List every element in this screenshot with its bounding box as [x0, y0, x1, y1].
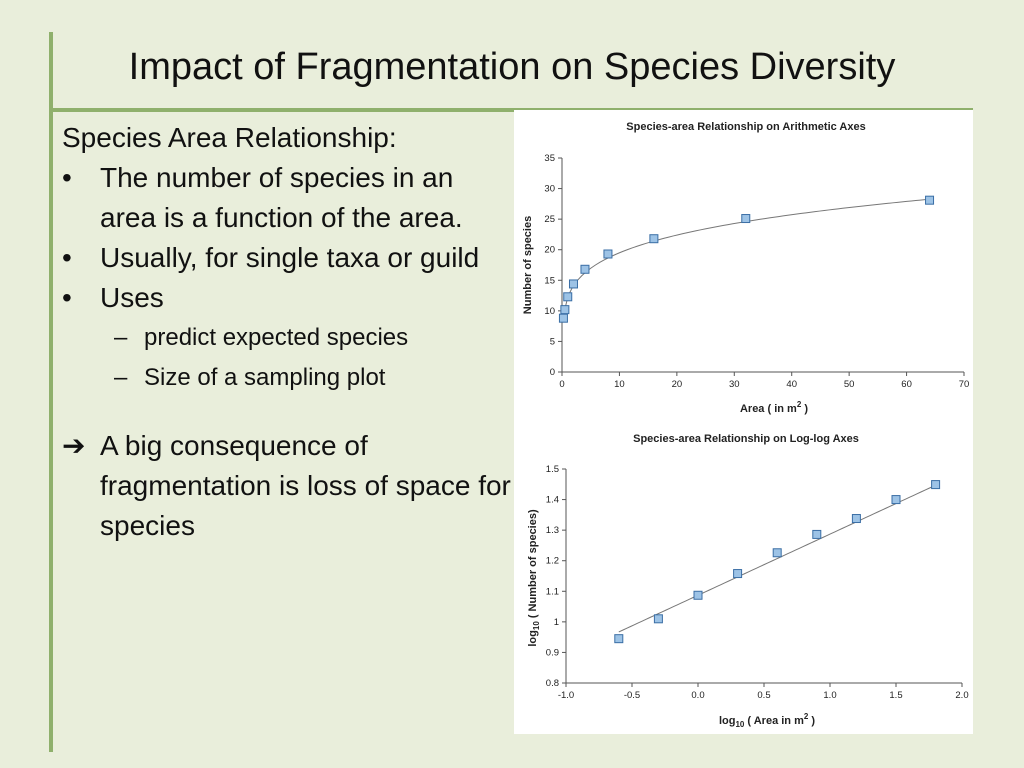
section-heading: Species Area Relationship:	[62, 122, 397, 153]
y-tick-label: 35	[544, 153, 555, 164]
chart-ticks: 0 10 20 30 40 50 60 70 0 5 10 15 20 25 30 35	[544, 153, 969, 390]
y-tick-label: 25	[544, 214, 555, 225]
x-tick-label: 50	[844, 379, 855, 390]
chart-panel: Species-area Relationship on Arithmetic …	[514, 110, 973, 734]
arrow-icon: ➔	[62, 430, 86, 461]
data-point	[603, 249, 613, 259]
x-tick-label: 20	[672, 379, 683, 390]
x-tick-label: 2.0	[955, 690, 968, 701]
x-tick-label: 10	[614, 379, 625, 390]
conclusion: ➔ A big consequence of fragmentation is …	[62, 426, 512, 546]
x-tick-label: 1.0	[823, 690, 836, 701]
data-point	[733, 569, 743, 579]
data-point	[649, 234, 659, 244]
y-axis-label: log10 ( Number of species)	[527, 509, 541, 647]
y-tick-label: 20	[544, 245, 555, 256]
x-tick-label: 0.0	[691, 690, 704, 701]
chart-title: Species-area Relationship on Arithmetic …	[626, 121, 865, 133]
y-tick-label: 1.5	[546, 464, 559, 475]
data-point	[772, 548, 782, 558]
data-point	[891, 495, 901, 505]
y-tick-label: 1.3	[546, 525, 559, 536]
data-point	[580, 264, 590, 274]
y-tick-label: 15	[544, 275, 555, 286]
x-tick-label: 30	[729, 379, 740, 390]
dash-marker: –	[114, 364, 128, 391]
body-text: Species Area Relationship: • The number …	[62, 118, 512, 546]
chart-axes	[565, 469, 962, 684]
sub-bullet-item: – Size of a sampling plot	[62, 358, 512, 398]
accent-vertical-bar	[49, 32, 53, 752]
x-axis-label: Area ( in m2 )	[740, 400, 808, 415]
chart-arithmetic: Species-area Relationship on Arithmetic …	[522, 121, 969, 415]
x-tick-label: 60	[901, 379, 912, 390]
y-tick-label: 1.1	[546, 586, 559, 597]
chart-loglog: Species-area Relationship on Log-log Axe…	[527, 433, 969, 729]
charts-svg: Species-area Relationship on Arithmetic …	[522, 121, 969, 729]
bullet-item: • Uses	[62, 278, 512, 318]
slide-title: Impact of Fragmentation on Species Diver…	[128, 46, 896, 88]
y-tick-label: 5	[550, 336, 555, 347]
y-tick-label: 1.4	[546, 495, 559, 506]
data-point	[614, 634, 624, 644]
y-tick-label: 30	[544, 184, 555, 195]
chart-axes	[561, 158, 964, 373]
data-point	[568, 279, 578, 289]
data-point	[741, 214, 751, 224]
fit-line	[618, 485, 934, 633]
y-tick-label: 1	[554, 617, 559, 628]
bullet-item: • Usually, for single taxa or guild	[62, 238, 512, 278]
bullet-marker: •	[62, 242, 72, 273]
chart-title: Species-area Relationship on Log-log Axe…	[633, 433, 859, 445]
data-point	[851, 514, 861, 524]
x-axis-label: log10 ( Area in m2 )	[719, 712, 815, 729]
x-tick-label: 40	[786, 379, 797, 390]
data-point	[925, 195, 935, 205]
data-point	[558, 313, 568, 323]
x-tick-label: -0.5	[624, 690, 640, 701]
x-tick-label: 1.5	[889, 690, 902, 701]
dash-marker: –	[114, 324, 128, 351]
y-tick-label: 10	[544, 306, 555, 317]
sub-bullet-text: predict expected species	[144, 324, 409, 351]
data-point	[560, 305, 570, 315]
x-tick-label: -1.0	[558, 690, 574, 701]
data-point	[563, 292, 573, 302]
data-point	[693, 590, 703, 600]
x-tick-label: 0	[559, 379, 564, 390]
y-axis-label: Number of species	[522, 216, 534, 314]
bullet-text: Usually, for single taxa or guild	[100, 242, 480, 273]
data-points	[558, 195, 935, 323]
sub-bullet-text: Size of a sampling plot	[144, 364, 386, 391]
data-point	[653, 614, 663, 624]
accent-horizontal-bar	[53, 108, 973, 112]
data-point	[812, 529, 822, 539]
y-tick-label: 0.9	[546, 647, 559, 658]
chart-ticks: -1.0 -0.5 0.0 0.5 1.0 1.5 2.0 0.8 0.9 1 1.1 1.2 1.3 1…	[546, 464, 969, 701]
bullet-text: The number of species in an area is a fu…	[100, 162, 463, 233]
x-tick-label: 70	[959, 379, 970, 390]
data-point	[931, 480, 941, 490]
bullet-item: • The number of species in an area is a …	[62, 158, 512, 238]
data-points	[614, 480, 941, 644]
sub-bullet-item: – predict expected species	[62, 318, 512, 358]
conclusion-text: A big consequence of fragmentation is lo…	[100, 430, 511, 541]
bullet-text: Uses	[100, 282, 164, 313]
bullet-marker: •	[62, 162, 72, 193]
y-tick-label: 0	[550, 367, 555, 378]
y-tick-label: 0.8	[546, 678, 559, 689]
bullet-marker: •	[62, 282, 72, 313]
y-tick-label: 1.2	[546, 556, 559, 567]
x-tick-label: 0.5	[757, 690, 770, 701]
